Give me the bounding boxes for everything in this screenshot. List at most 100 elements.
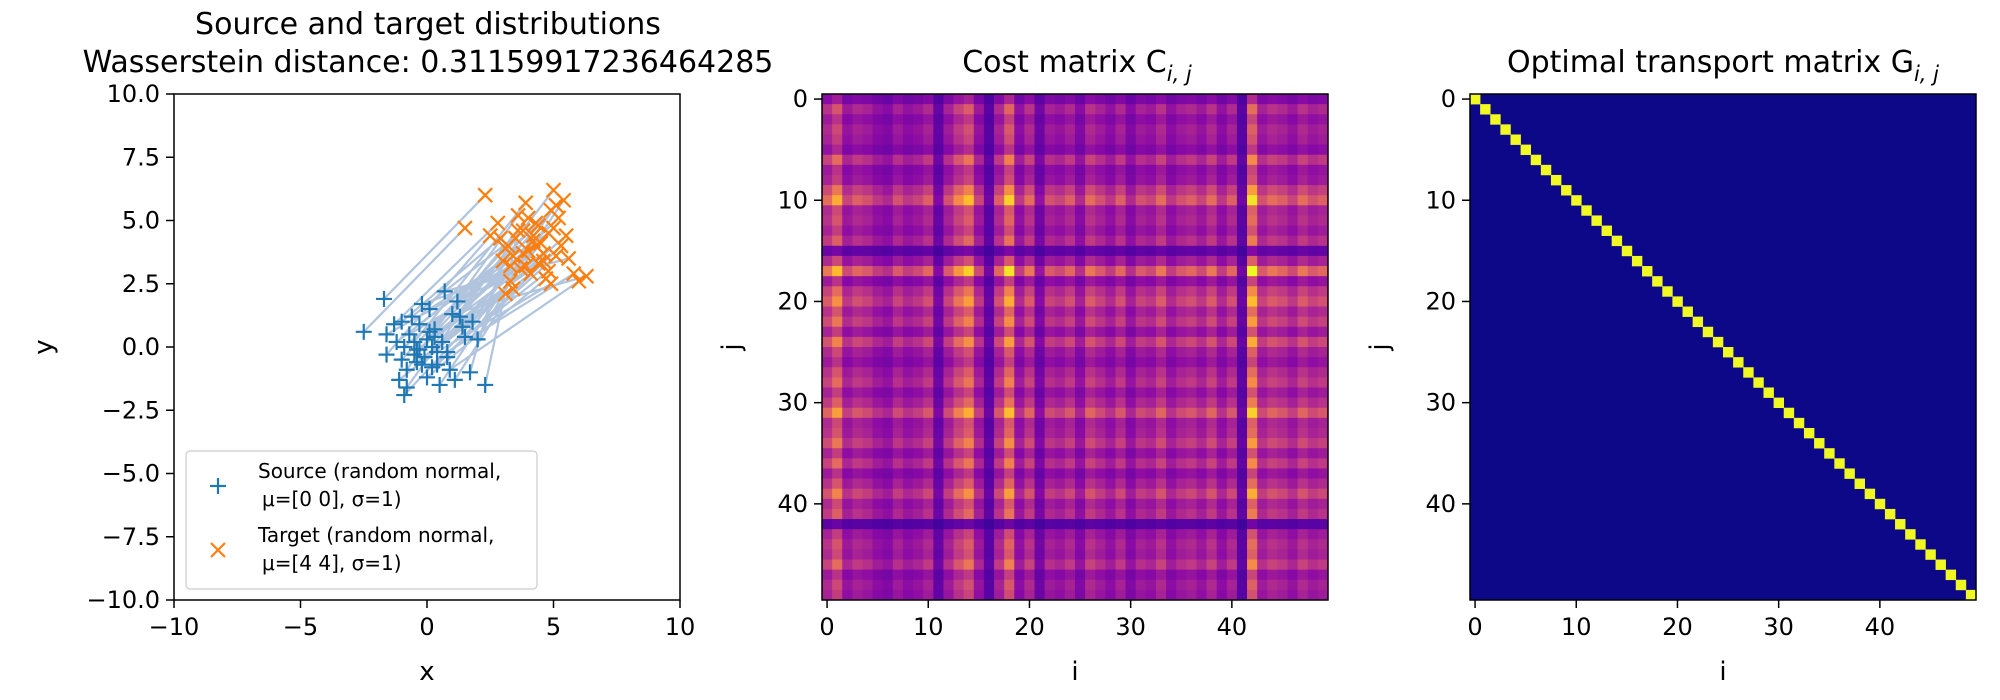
cost-cell (902, 296, 914, 307)
cost-cell (1186, 255, 1197, 267)
cost-cell (1297, 235, 1309, 247)
cost-cell (892, 569, 904, 581)
cost-cell (1155, 316, 1167, 328)
cost-cell (923, 357, 934, 368)
transport-line (385, 265, 512, 336)
cost-cell (1287, 225, 1299, 237)
cost-cell (842, 134, 853, 145)
cost-cell (1135, 235, 1147, 247)
cost-cell (994, 347, 1005, 358)
cost-cell (1236, 245, 1248, 257)
cost-cell (1257, 569, 1268, 581)
cost-cell (1004, 316, 1015, 328)
cost-cell (1257, 296, 1268, 307)
cost-cell (1064, 255, 1076, 267)
cost-cell (1287, 174, 1299, 186)
cost-cell (902, 579, 914, 591)
cost-cell (1247, 266, 1258, 277)
cost-cell (1317, 245, 1329, 257)
cost-cell (882, 407, 894, 419)
cost-cell (1196, 498, 1207, 510)
cost-cell (1247, 114, 1258, 125)
cost-cell (1257, 154, 1268, 166)
cost-cell (1236, 357, 1248, 368)
cost-cell (842, 195, 853, 206)
cost-cell (1105, 336, 1116, 348)
cost-cell (994, 195, 1005, 206)
cost-cell (1014, 478, 1025, 490)
cost-cell (1135, 488, 1147, 500)
cost-cell (963, 134, 975, 145)
cost-cell (1267, 326, 1278, 338)
cost-cell (1206, 448, 1218, 459)
cost-cell (1166, 94, 1177, 105)
cost-cell (943, 276, 954, 287)
cost-cell (872, 468, 884, 479)
cost-cell (1216, 94, 1228, 105)
cost-cell (1196, 579, 1207, 591)
cost-cell (1176, 529, 1187, 540)
cost-cell (983, 276, 995, 287)
cost-cell (1206, 519, 1218, 530)
cost-cell (1307, 326, 1319, 338)
cost-cell (1297, 245, 1309, 257)
cost-cell (1196, 245, 1207, 257)
cost-cell (822, 174, 833, 186)
cost-cell (1307, 519, 1319, 530)
cost-cell (872, 336, 884, 348)
cost-cell (1216, 144, 1228, 156)
cost-cell (1034, 144, 1046, 156)
cost-cell (1297, 448, 1309, 459)
cost-cell (832, 134, 843, 145)
target-point (517, 195, 534, 211)
cost-cell (842, 255, 853, 267)
cost-cell (923, 549, 934, 560)
cost-cell (842, 306, 853, 318)
cost-cell (872, 245, 884, 257)
cost-cell (1054, 539, 1066, 550)
cost-cell (1155, 185, 1167, 196)
cost-cell (1317, 478, 1329, 490)
cost-cell (1317, 306, 1329, 318)
cost-cell (973, 508, 985, 520)
cost-cell (872, 225, 884, 237)
cost-cell (1105, 154, 1116, 166)
cost-cell (1085, 205, 1096, 216)
cost-cell (1095, 539, 1106, 550)
cost-cell (1226, 205, 1238, 216)
cost-cell (1135, 266, 1147, 277)
cost-cell (1014, 245, 1025, 257)
cost-cell (892, 276, 904, 287)
cost-cell (1125, 529, 1137, 540)
transport-diagonal-cell (1753, 377, 1764, 388)
cost-cell (1216, 336, 1228, 348)
cost-cell (933, 508, 944, 520)
cost-cell (1125, 266, 1137, 277)
cost-cell (1054, 569, 1066, 581)
cost-cell (913, 336, 924, 348)
cost-cell (872, 347, 884, 358)
cost-cell (943, 215, 954, 226)
cost-cell (1125, 387, 1137, 398)
cost-cell (1186, 235, 1197, 247)
cost-cell (1267, 387, 1278, 398)
cost-cell (933, 488, 944, 500)
transport-diagonal-cell (1550, 174, 1562, 186)
cost-cell (913, 549, 924, 560)
cost-cell (1196, 266, 1207, 277)
cost-cell (1125, 498, 1137, 510)
cost-cell (1307, 316, 1319, 328)
cost-cell (1024, 205, 1035, 216)
cost-cell (1085, 559, 1096, 571)
cost-cell (1135, 498, 1147, 510)
cost-cell (1247, 539, 1258, 550)
cost-cell (1135, 367, 1147, 378)
cost-cell (842, 124, 853, 135)
cost-cell (862, 579, 873, 591)
cost-cell (943, 377, 954, 388)
cost-cell (842, 276, 853, 287)
cost-cell (1317, 498, 1329, 510)
cost-cell (902, 245, 914, 257)
cost-cell (1014, 195, 1025, 206)
cost-cell (1095, 387, 1106, 398)
